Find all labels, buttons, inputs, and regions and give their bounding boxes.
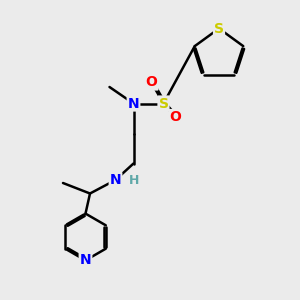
Text: S: S — [214, 22, 224, 35]
Text: N: N — [128, 97, 139, 110]
Text: N: N — [110, 173, 121, 187]
Text: O: O — [146, 76, 158, 89]
Text: H: H — [129, 173, 139, 187]
Text: S: S — [158, 97, 169, 110]
Text: N: N — [80, 254, 91, 267]
Text: O: O — [169, 110, 181, 124]
